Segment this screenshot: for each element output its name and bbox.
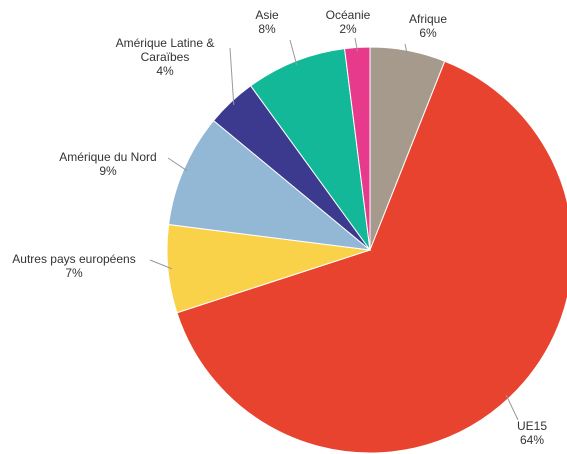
category-label: Asie	[255, 8, 279, 22]
slice-label: Amérique du Nord 9%	[48, 150, 168, 178]
category-label: Amérique du Nord	[59, 150, 157, 164]
category-label: Afrique	[408, 12, 448, 26]
leader-line	[289, 39, 298, 66]
leader-line	[167, 157, 188, 172]
slice-label: Afrique 6%	[398, 12, 458, 40]
slice-label: Autres pays européens 7%	[0, 252, 154, 280]
value-label: 9%	[99, 164, 117, 178]
slice-label: Océanie 2%	[313, 8, 383, 36]
leader-line	[229, 47, 235, 105]
slice-label: Amérique Latine & Caraïbes 4%	[100, 36, 230, 78]
pie-slice	[176, 60, 567, 454]
category-label: Amérique Latine & Caraïbes	[115, 36, 215, 64]
category-label: Autres pays européens	[12, 252, 136, 266]
leader-line	[354, 37, 358, 52]
slice-label: UE15 64%	[507, 419, 557, 447]
leader-line	[404, 43, 408, 55]
slice-label: Asie 8%	[242, 8, 292, 36]
value-label: 2%	[339, 22, 357, 36]
leader-line	[505, 394, 519, 421]
value-label: 8%	[258, 22, 276, 36]
value-label: 7%	[65, 266, 83, 280]
value-label: 64%	[519, 433, 545, 447]
category-label: Océanie	[325, 8, 371, 22]
pie-slice	[168, 119, 372, 251]
category-label: UE15	[516, 419, 548, 433]
value-label: 4%	[156, 64, 174, 78]
value-label: 6%	[419, 26, 437, 40]
leader-line	[149, 259, 173, 270]
